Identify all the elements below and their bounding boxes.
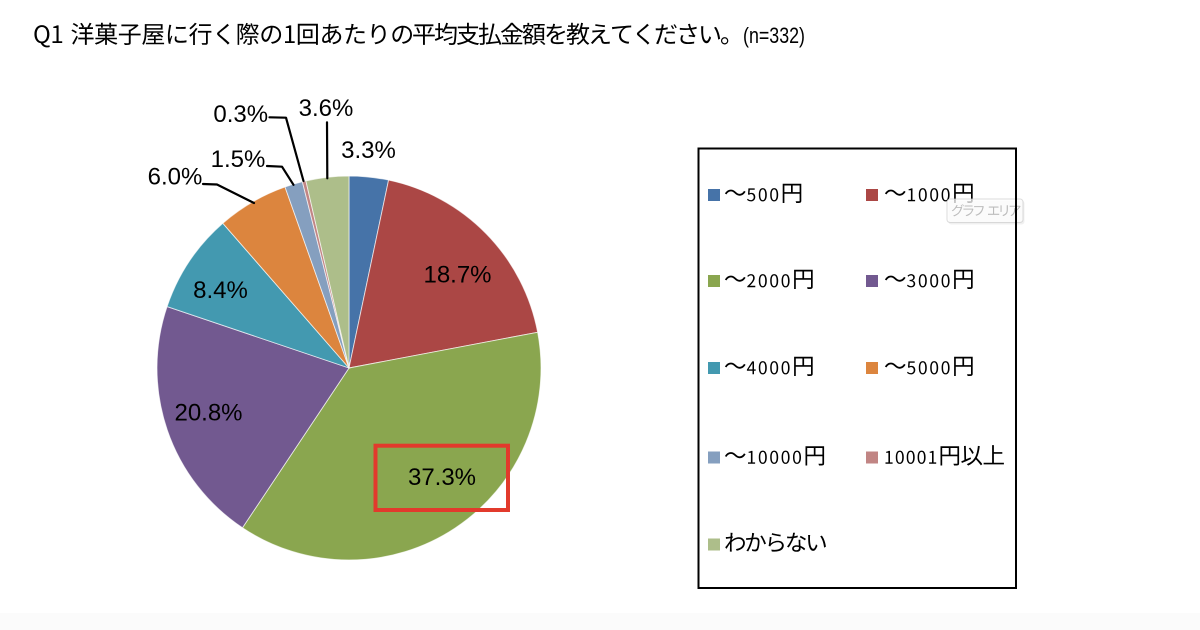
- svg-text:20.8%: 20.8%: [174, 400, 242, 427]
- svg-text:18.7%: 18.7%: [423, 262, 491, 289]
- svg-text:8.4%: 8.4%: [193, 277, 248, 304]
- svg-text:(n=332): (n=332): [743, 23, 805, 48]
- svg-text:6.0%: 6.0%: [148, 164, 203, 191]
- svg-text:1.5%: 1.5%: [211, 146, 266, 173]
- svg-text:3.6%: 3.6%: [299, 95, 354, 122]
- svg-text:0.3%: 0.3%: [213, 101, 268, 128]
- svg-text:3.3%: 3.3%: [341, 137, 396, 164]
- svg-text:37.3%: 37.3%: [408, 464, 476, 491]
